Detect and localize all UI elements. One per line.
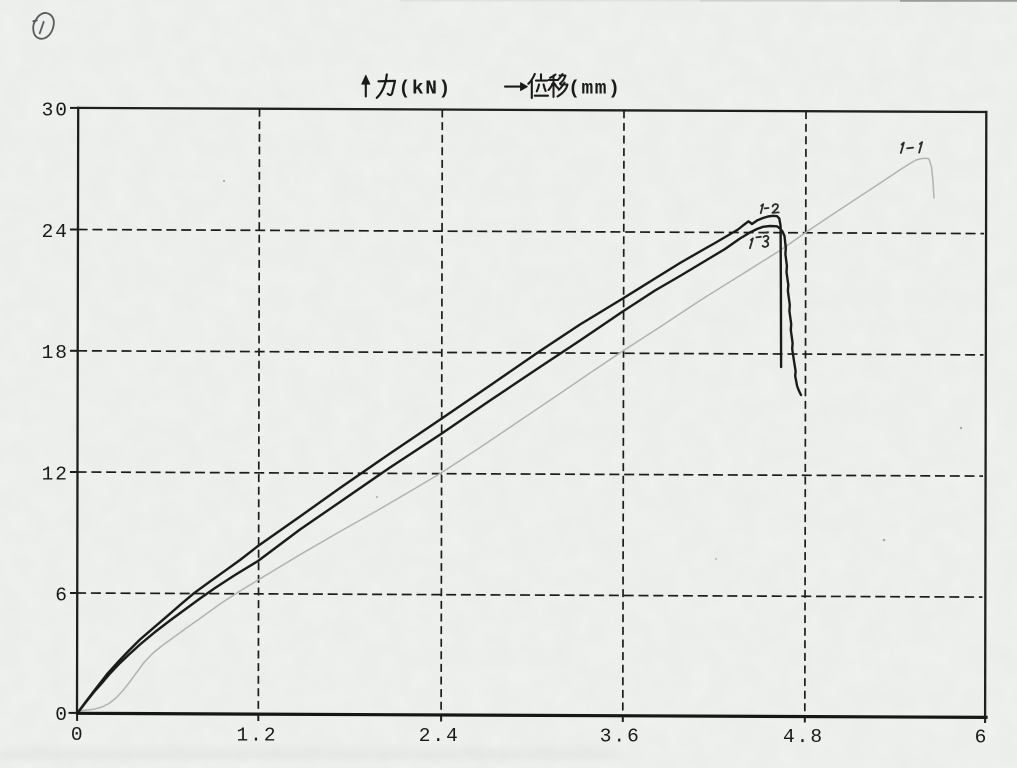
svg-text:3.6: 3.6 — [600, 726, 641, 748]
svg-text:(kN): (kN) — [399, 78, 452, 100]
svg-text:0: 0 — [55, 704, 69, 726]
svg-text:6: 6 — [975, 727, 987, 749]
svg-text:4.8: 4.8 — [783, 726, 824, 748]
svg-text:6: 6 — [55, 585, 69, 607]
svg-text:(mm): (mm) — [568, 78, 621, 100]
svg-text:12: 12 — [42, 463, 69, 485]
svg-text:0: 0 — [71, 724, 83, 746]
svg-text:24: 24 — [42, 221, 69, 243]
svg-text:1.2: 1.2 — [236, 725, 277, 747]
svg-text:18: 18 — [42, 342, 69, 364]
svg-text:30: 30 — [42, 100, 69, 122]
svg-text:2.4: 2.4 — [419, 725, 460, 747]
